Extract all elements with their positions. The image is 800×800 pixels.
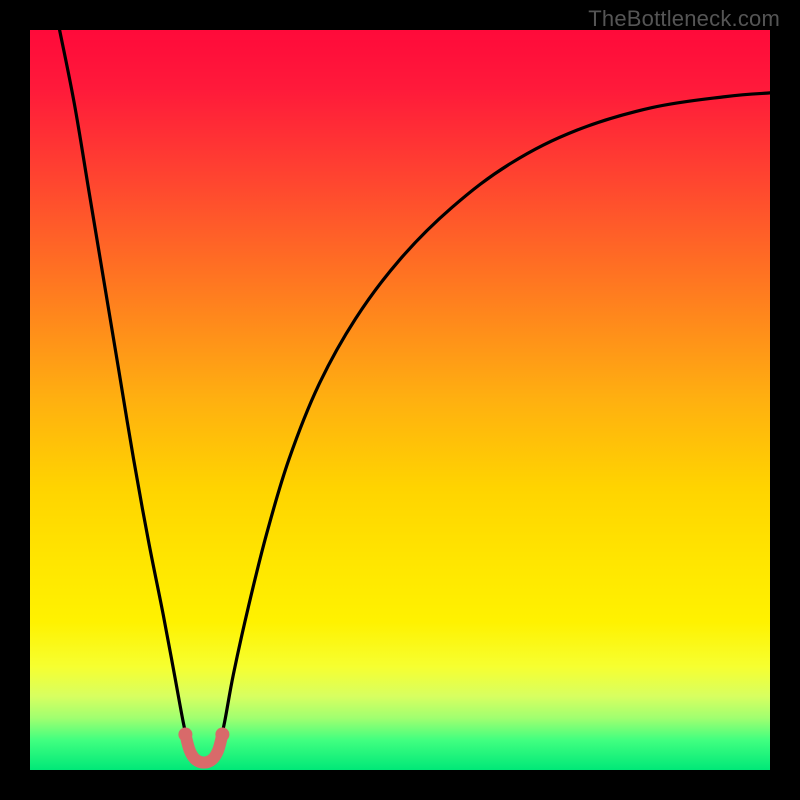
trough-dot-0: [178, 727, 192, 741]
left-curve: [60, 30, 190, 748]
watermark-text: TheBottleneck.com: [588, 6, 780, 32]
right-curve: [219, 93, 770, 748]
curve-layer: [30, 30, 770, 770]
trough-dot-1: [215, 727, 229, 741]
plot-area: [30, 30, 770, 770]
chart-container: { "watermark": { "text": "TheBottleneck.…: [0, 0, 800, 800]
